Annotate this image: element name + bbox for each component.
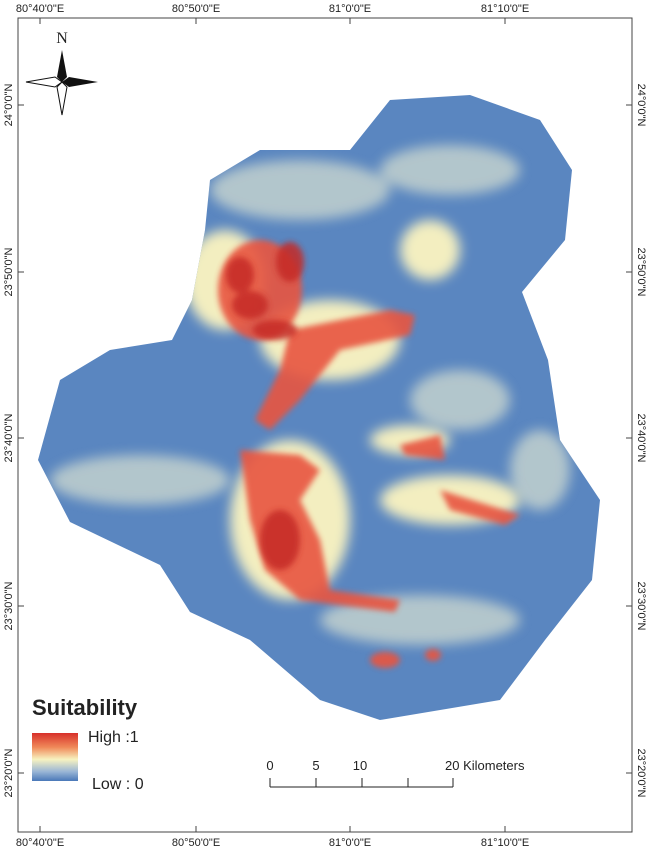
latitude-label: 23°20'0"N [635,749,647,798]
frame-ticks [18,18,632,832]
scale-bar [269,778,454,788]
latitude-label: 23°40'0"N [635,414,647,463]
north-label: N [56,30,68,47]
latitude-label: 23°50'0"N [3,247,15,296]
latitude-label: 24°0'0"N [3,84,15,127]
longitude-label: 81°10'0"E [481,837,529,849]
latitude-label: 23°20'0"N [3,748,15,797]
north-arrow: N [25,30,98,116]
latitude-label: 23°50'0"N [635,248,647,297]
latitude-label: 23°30'0"N [635,582,647,631]
longitude-label: 80°50'0"E [172,3,220,15]
latitude-label: 23°40'0"N [3,413,15,462]
longitude-label: 80°50'0"E [172,837,220,849]
legend-ramp [32,733,78,781]
scale-label: 5 [312,758,319,773]
legend-low: Low : 0 [92,776,144,793]
latitude-label: 23°30'0"N [3,581,15,630]
scale-label: 0 [266,758,273,773]
scale-label: 20 Kilometers [445,758,525,773]
legend-title: Suitability [32,695,138,720]
scale-label: 10 [353,758,367,773]
legend-high: High :1 [88,729,139,746]
latitude-label: 24°0'0"N [635,84,647,127]
longitude-label: 80°40'0"E [16,3,64,15]
longitude-label: 81°0'0"E [329,837,371,849]
longitude-label: 81°0'0"E [329,3,371,15]
longitude-label: 81°10'0"E [481,3,529,15]
longitude-label: 80°40'0"E [16,837,64,849]
